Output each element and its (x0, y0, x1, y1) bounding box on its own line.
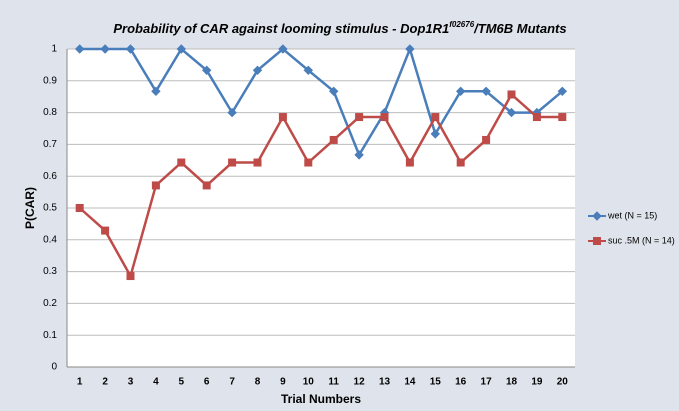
series-line (78, 92, 563, 280)
data-point (177, 158, 186, 167)
y-tick-label: 0.9 (43, 75, 57, 86)
data-point (532, 113, 541, 122)
data-point (75, 204, 84, 212)
data-point (227, 107, 237, 118)
x-tick-label: 4 (153, 377, 159, 388)
data-point (482, 135, 491, 144)
data-point (481, 86, 491, 97)
data-point (405, 44, 415, 54)
y-tick-label: 0.7 (43, 139, 57, 150)
title-main: Probability of CAR against looming stimu… (113, 21, 449, 36)
data-point (355, 113, 364, 122)
data-point (253, 158, 262, 167)
y-tick-label: 1 (51, 44, 57, 55)
x-tick-label: 6 (204, 377, 210, 388)
y-tick-label: 0 (51, 362, 57, 373)
y-tick-label: 0.4 (43, 234, 57, 245)
title-superscript: f02676 (449, 20, 474, 29)
data-point (328, 86, 339, 97)
x-tick-label: 1 (77, 377, 83, 388)
data-point (430, 129, 441, 139)
x-tick-label: 16 (455, 377, 467, 388)
x-tick-label: 7 (229, 377, 235, 388)
x-tick-label: 9 (280, 377, 286, 388)
data-point (100, 44, 110, 54)
data-point (456, 158, 465, 167)
x-tick-label: 14 (404, 377, 416, 388)
data-point (201, 65, 212, 76)
data-point (74, 44, 85, 54)
y-tick-label: 0.3 (43, 266, 57, 277)
x-tick-label: 20 (557, 377, 569, 388)
data-point (228, 158, 237, 167)
y-tick-label: 0.2 (43, 298, 57, 309)
data-point (303, 65, 314, 76)
y-tick-label: 0.8 (43, 107, 57, 118)
y-tick-label: 0.6 (43, 171, 57, 182)
data-point (329, 135, 338, 144)
x-axis-label: Trial Numbers (281, 392, 361, 406)
legend-swatch (593, 237, 601, 245)
x-tick-label: 8 (255, 377, 261, 388)
data-point (431, 113, 440, 122)
data-point (151, 181, 160, 190)
data-point (506, 107, 517, 118)
y-axis-label: P(CAR) (23, 187, 37, 229)
legend-swatch (592, 211, 602, 221)
x-tick-label: 2 (102, 377, 108, 388)
title-end: /TM6B Mutants (473, 21, 566, 36)
data-point (252, 65, 263, 76)
data-point (507, 90, 516, 99)
x-tick-label: 5 (179, 377, 185, 388)
x-tick-label: 19 (531, 377, 543, 388)
y-tick-label: 0.5 (43, 203, 57, 214)
data-point (557, 86, 568, 97)
data-point (304, 158, 313, 167)
data-point (278, 113, 287, 122)
data-point (101, 226, 110, 235)
x-tick-label: 10 (303, 377, 315, 388)
data-point (380, 113, 389, 122)
x-tick-label: 17 (481, 377, 493, 388)
x-tick-label: 11 (328, 377, 339, 388)
x-tick-label: 3 (128, 377, 134, 388)
x-tick-label: 13 (379, 377, 391, 388)
legend-label: wet (N = 15) (607, 210, 657, 220)
y-tick-label: 0.1 (43, 330, 57, 341)
data-point (125, 44, 136, 54)
data-point (151, 86, 161, 97)
data-point (405, 158, 414, 167)
data-point (558, 113, 567, 122)
data-point (354, 150, 364, 160)
chart-title: Probability of CAR against looming stimu… (113, 20, 566, 36)
x-tick-label: 18 (506, 377, 518, 388)
x-tick-label: 12 (354, 377, 366, 388)
data-point (126, 272, 135, 281)
x-tick-label: 15 (430, 377, 442, 388)
data-point (278, 44, 288, 54)
data-point (202, 181, 211, 190)
data-point (455, 86, 466, 97)
data-point (176, 44, 187, 54)
legend-label: suc .5M (N = 14) (608, 235, 675, 245)
